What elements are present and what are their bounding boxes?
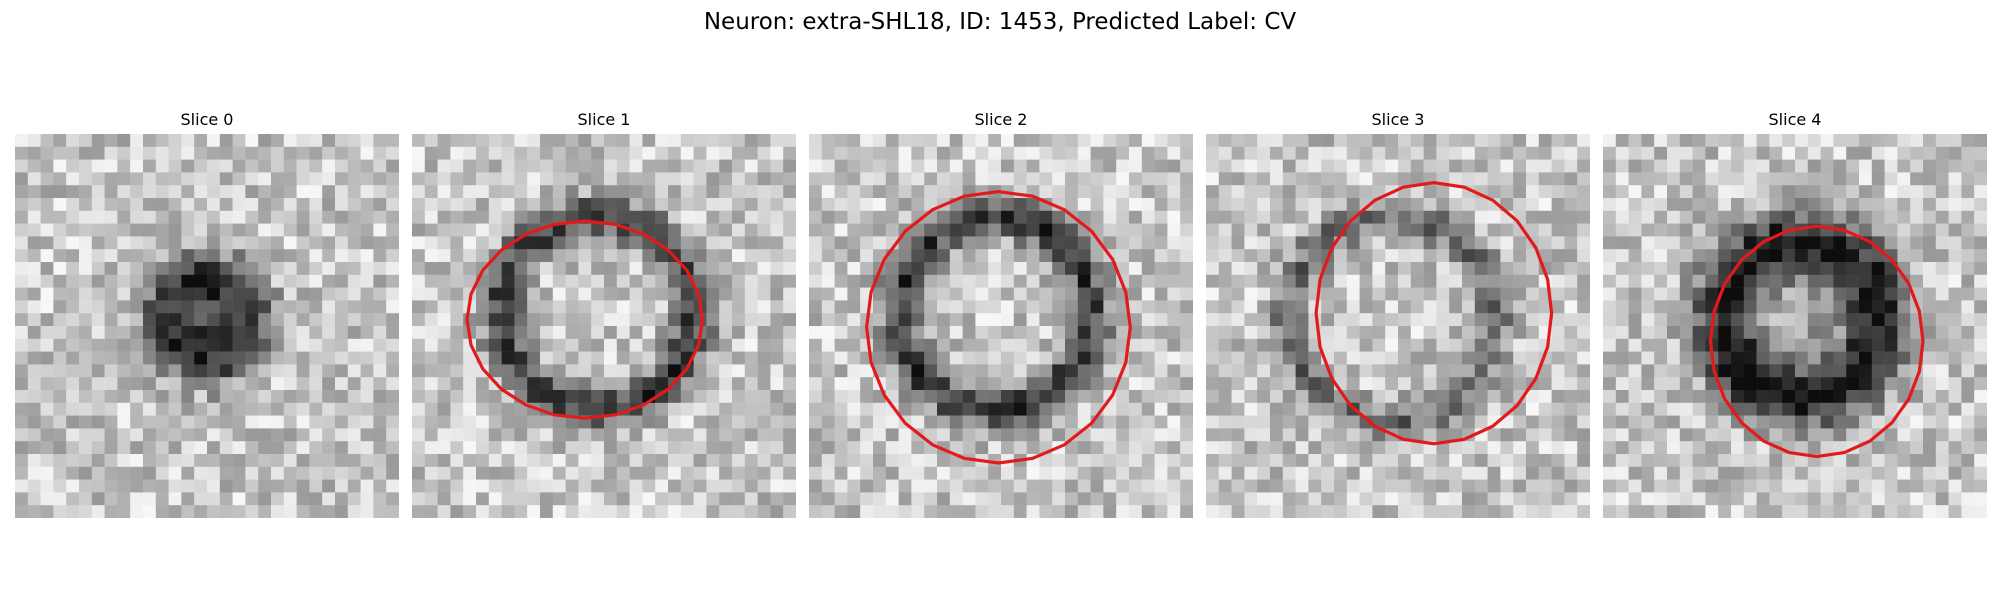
micrograph-pixels <box>809 134 1193 518</box>
slice-panel-1: Slice 1 <box>412 108 796 518</box>
segmentation-contour <box>864 189 1132 465</box>
slice-panel-2: Slice 2 <box>809 108 1193 518</box>
slice-title: Slice 0 <box>180 110 234 129</box>
micrograph-pixels <box>1603 134 1987 518</box>
micrograph-pixels <box>1206 134 1590 518</box>
slice-image <box>1206 134 1590 518</box>
slice-panel-0: Slice 0 <box>15 108 399 518</box>
slice-title: Slice 4 <box>1768 110 1822 129</box>
segmentation-contour <box>1708 224 1925 459</box>
micrograph-pixels <box>15 134 399 518</box>
figure-title: Neuron: extra-SHL18, ID: 1453, Predicted… <box>703 9 1297 35</box>
slice-title: Slice 3 <box>1371 110 1425 129</box>
slice-title: Slice 1 <box>577 110 631 129</box>
slice-image <box>809 134 1193 518</box>
slice-image <box>1603 134 1987 518</box>
segmentation-contour <box>1314 181 1554 446</box>
micrograph-pixels <box>412 134 796 518</box>
slice-image <box>15 134 399 518</box>
slice-image <box>412 134 796 518</box>
slice-title: Slice 2 <box>974 110 1028 129</box>
slice-panel-4: Slice 4 <box>1603 108 1987 518</box>
slice-panel-3: Slice 3 <box>1206 108 1590 518</box>
segmentation-contour <box>465 219 705 420</box>
